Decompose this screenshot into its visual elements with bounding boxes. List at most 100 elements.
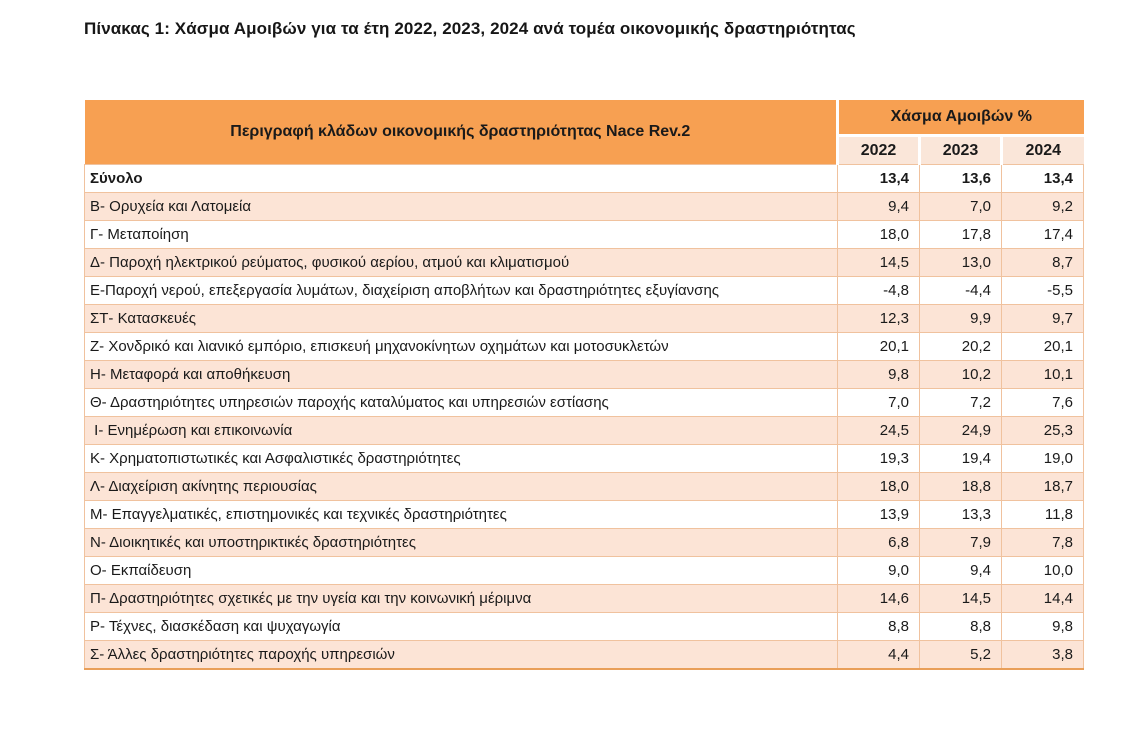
row-label: Κ- Χρηματοπιστωτικές και Ασφαλιστικές δρ…: [84, 444, 838, 473]
row-label: Λ- Διαχείριση ακίνητης περιουσίας: [84, 472, 838, 501]
row-value: 4,4: [837, 640, 920, 670]
table-row: Ι- Ενημέρωση και επικοινωνία 24,5 24,9 2…: [84, 416, 1084, 445]
row-value: 24,9: [919, 416, 1002, 445]
row-value: 14,6: [837, 584, 920, 613]
row-value: 20,1: [1001, 332, 1084, 361]
row-value: 8,7: [1001, 248, 1084, 277]
row-value: 8,8: [919, 612, 1002, 641]
table-row: ΣΤ- Κατασκευές 12,3 9,9 9,7: [84, 304, 1084, 333]
table-row: Κ- Χρηματοπιστωτικές και Ασφαλιστικές δρ…: [84, 444, 1084, 473]
row-value: 10,2: [919, 360, 1002, 389]
row-value: 18,0: [837, 472, 920, 501]
row-value: 6,8: [837, 528, 920, 557]
table-body: Σύνολο 13,4 13,6 13,4 Β- Ορυχεία και Λατ…: [84, 164, 1084, 670]
row-value: 18,0: [837, 220, 920, 249]
row-value: 14,5: [837, 248, 920, 277]
row-value: 9,0: [837, 556, 920, 585]
row-label: Σ- Άλλες δραστηριότητες παροχής υπηρεσιώ…: [84, 640, 838, 670]
row-value: 13,4: [837, 164, 920, 193]
table-row: Π- Δραστηριότητες σχετικές με την υγεία …: [84, 584, 1084, 613]
row-value: 17,4: [1001, 220, 1084, 249]
row-value: 18,8: [919, 472, 1002, 501]
row-value: 7,8: [1001, 528, 1084, 557]
row-label: Μ- Επαγγελματικές, επιστημονικές και τεχ…: [84, 500, 838, 529]
table-row: Μ- Επαγγελματικές, επιστημονικές και τεχ…: [84, 500, 1084, 529]
row-value: 11,8: [1001, 500, 1084, 529]
row-label: Η- Μεταφορά και αποθήκευση: [84, 360, 838, 389]
row-value: 9,7: [1001, 304, 1084, 333]
row-label: Β- Ορυχεία και Λατομεία: [84, 192, 838, 221]
row-label: Ζ- Χονδρικό και λιανικό εμπόριο, επισκευ…: [84, 332, 838, 361]
row-value: 10,1: [1001, 360, 1084, 389]
table-header: Περιγραφή κλάδων οικονομικής δραστηριότη…: [84, 100, 1084, 165]
row-label: Δ- Παροχή ηλεκτρικού ρεύματος, φυσικού α…: [84, 248, 838, 277]
row-label: Ν- Διοικητικές και υποστηρικτικές δραστη…: [84, 528, 838, 557]
column-header-description: Περιγραφή κλάδων οικονομικής δραστηριότη…: [84, 100, 839, 165]
row-label: Ι- Ενημέρωση και επικοινωνία: [84, 416, 838, 445]
column-header-group: Χάσμα Αμοιβών %: [837, 100, 1084, 136]
row-value: 19,3: [837, 444, 920, 473]
table-row: Β- Ορυχεία και Λατομεία 9,4 7,0 9,2: [84, 192, 1084, 221]
row-value: 7,0: [837, 388, 920, 417]
pay-gap-table-container: Περιγραφή κλάδων οικονομικής δραστηριότη…: [84, 100, 1084, 670]
row-value: 13,4: [1001, 164, 1084, 193]
row-value: 13,6: [919, 164, 1002, 193]
row-value: 9,4: [919, 556, 1002, 585]
row-value: 9,9: [919, 304, 1002, 333]
column-header-year-2023: 2023: [918, 134, 1002, 165]
table-row: Σ- Άλλες δραστηριότητες παροχής υπηρεσιώ…: [84, 640, 1084, 670]
column-header-year-2024: 2024: [1000, 134, 1084, 165]
row-value: 7,9: [919, 528, 1002, 557]
header-row-years: 2022 2023 2024: [85, 134, 1084, 165]
row-value: 9,8: [837, 360, 920, 389]
row-value: 19,0: [1001, 444, 1084, 473]
row-label: Ο- Εκπαίδευση: [84, 556, 838, 585]
table-row: Λ- Διαχείριση ακίνητης περιουσίας 18,0 1…: [84, 472, 1084, 501]
row-value: 12,3: [837, 304, 920, 333]
row-value: 14,5: [919, 584, 1002, 613]
row-label: Θ- Δραστηριότητες υπηρεσιών παροχής κατα…: [84, 388, 838, 417]
row-label: ΣΤ- Κατασκευές: [84, 304, 838, 333]
row-label: Ρ- Τέχνες, διασκέδαση και ψυχαγωγία: [84, 612, 838, 641]
row-value: 19,4: [919, 444, 1002, 473]
row-value: 10,0: [1001, 556, 1084, 585]
row-value: 13,3: [919, 500, 1002, 529]
row-value: -4,4: [919, 276, 1002, 305]
pay-gap-table: Περιγραφή κλάδων οικονομικής δραστηριότη…: [84, 100, 1084, 670]
row-value: 9,8: [1001, 612, 1084, 641]
table-row: Ο- Εκπαίδευση 9,0 9,4 10,0: [84, 556, 1084, 585]
row-value: 18,7: [1001, 472, 1084, 501]
row-value: 5,2: [919, 640, 1002, 670]
row-value: 7,2: [919, 388, 1002, 417]
table-row: Σύνολο 13,4 13,6 13,4: [84, 164, 1084, 193]
table-row: Ρ- Τέχνες, διασκέδαση και ψυχαγωγία 8,8 …: [84, 612, 1084, 641]
row-label: Π- Δραστηριότητες σχετικές με την υγεία …: [84, 584, 838, 613]
table-row: Γ- Μεταποίηση 18,0 17,8 17,4: [84, 220, 1084, 249]
row-value: 17,8: [919, 220, 1002, 249]
row-value: 7,0: [919, 192, 1002, 221]
row-value: 3,8: [1001, 640, 1084, 670]
row-value: -4,8: [837, 276, 920, 305]
row-label: Γ- Μεταποίηση: [84, 220, 838, 249]
row-value: 14,4: [1001, 584, 1084, 613]
header-row-group: Περιγραφή κλάδων οικονομικής δραστηριότη…: [84, 100, 1084, 165]
page-title: Πίνακας 1: Χάσμα Αμοιβών για τα έτη 2022…: [84, 19, 856, 38]
row-value: 7,6: [1001, 388, 1084, 417]
row-value: 20,2: [919, 332, 1002, 361]
row-label: Ε-Παροχή νερού, επεξεργασία λυμάτων, δια…: [84, 276, 838, 305]
table-row: Ε-Παροχή νερού, επεξεργασία λυμάτων, δια…: [84, 276, 1084, 305]
column-header-year-2022: 2022: [837, 134, 920, 165]
table-row: Θ- Δραστηριότητες υπηρεσιών παροχής κατα…: [84, 388, 1084, 417]
row-label: Σύνολο: [84, 164, 838, 193]
row-value: 9,2: [1001, 192, 1084, 221]
row-value: 24,5: [837, 416, 920, 445]
row-value: 25,3: [1001, 416, 1084, 445]
table-row: Η- Μεταφορά και αποθήκευση 9,8 10,2 10,1: [84, 360, 1084, 389]
table-row: Δ- Παροχή ηλεκτρικού ρεύματος, φυσικού α…: [84, 248, 1084, 277]
table-row: Ν- Διοικητικές και υποστηρικτικές δραστη…: [84, 528, 1084, 557]
row-value: 13,0: [919, 248, 1002, 277]
row-value: -5,5: [1001, 276, 1084, 305]
row-value: 13,9: [837, 500, 920, 529]
row-value: 20,1: [837, 332, 920, 361]
